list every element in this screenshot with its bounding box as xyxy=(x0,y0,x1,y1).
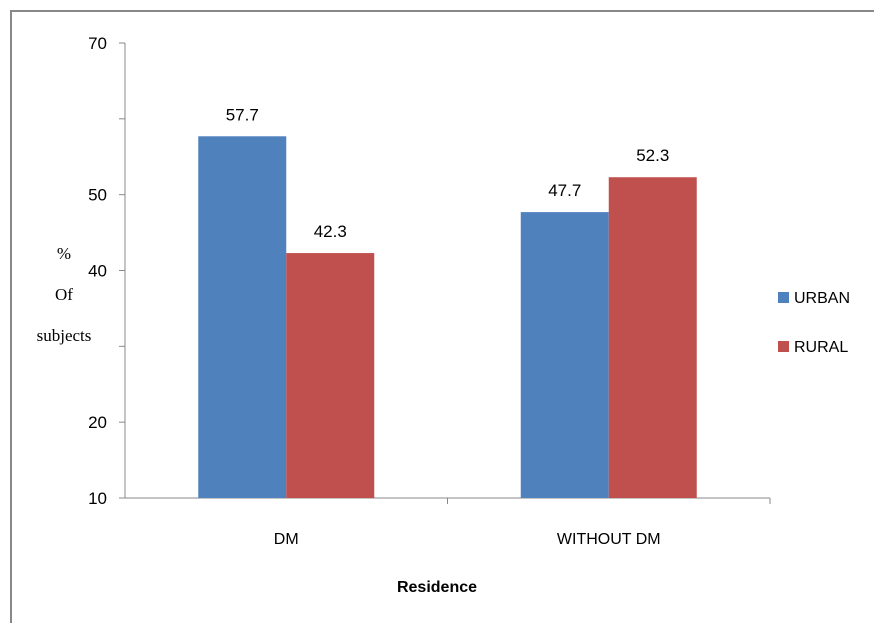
bar-rural-dm xyxy=(286,253,375,498)
y-axis-title-line-2: Of xyxy=(55,285,73,304)
bar-rural-without-dm xyxy=(608,177,697,498)
data-label: 47.7 xyxy=(548,181,581,200)
x-axis-title: Residence xyxy=(397,579,477,596)
bars xyxy=(198,136,697,498)
data-label: 52.3 xyxy=(636,146,669,165)
y-axis-title-line-3: subjects xyxy=(37,326,92,345)
y-tick-label: 50 xyxy=(88,186,107,205)
legend-label-urban: URBAN xyxy=(794,290,850,307)
y-tick-label: 40 xyxy=(88,262,107,281)
chart-frame xyxy=(10,10,874,623)
data-labels: 57.7 42.3 47.7 52.3 xyxy=(226,105,670,241)
data-label: 57.7 xyxy=(226,105,259,124)
y-tick-label: 70 xyxy=(88,34,107,53)
legend-swatch-urban xyxy=(778,292,789,303)
bar-urban-without-dm xyxy=(520,212,609,498)
axes: 10 20 40 50 70 DM WITHOUT DM xyxy=(88,34,771,548)
data-label: 42.3 xyxy=(314,222,347,241)
bar-urban-dm xyxy=(198,136,287,498)
y-tick-label: 20 xyxy=(88,413,107,432)
legend-label-rural: RURAL xyxy=(794,339,848,356)
y-axis-title-line-1: % xyxy=(57,244,71,263)
x-category-label: DM xyxy=(274,531,299,548)
legend-swatch-rural xyxy=(778,341,789,352)
x-category-label: WITHOUT DM xyxy=(557,531,661,548)
y-tick-label: 10 xyxy=(88,489,107,508)
legend: URBAN RURAL xyxy=(778,290,850,356)
